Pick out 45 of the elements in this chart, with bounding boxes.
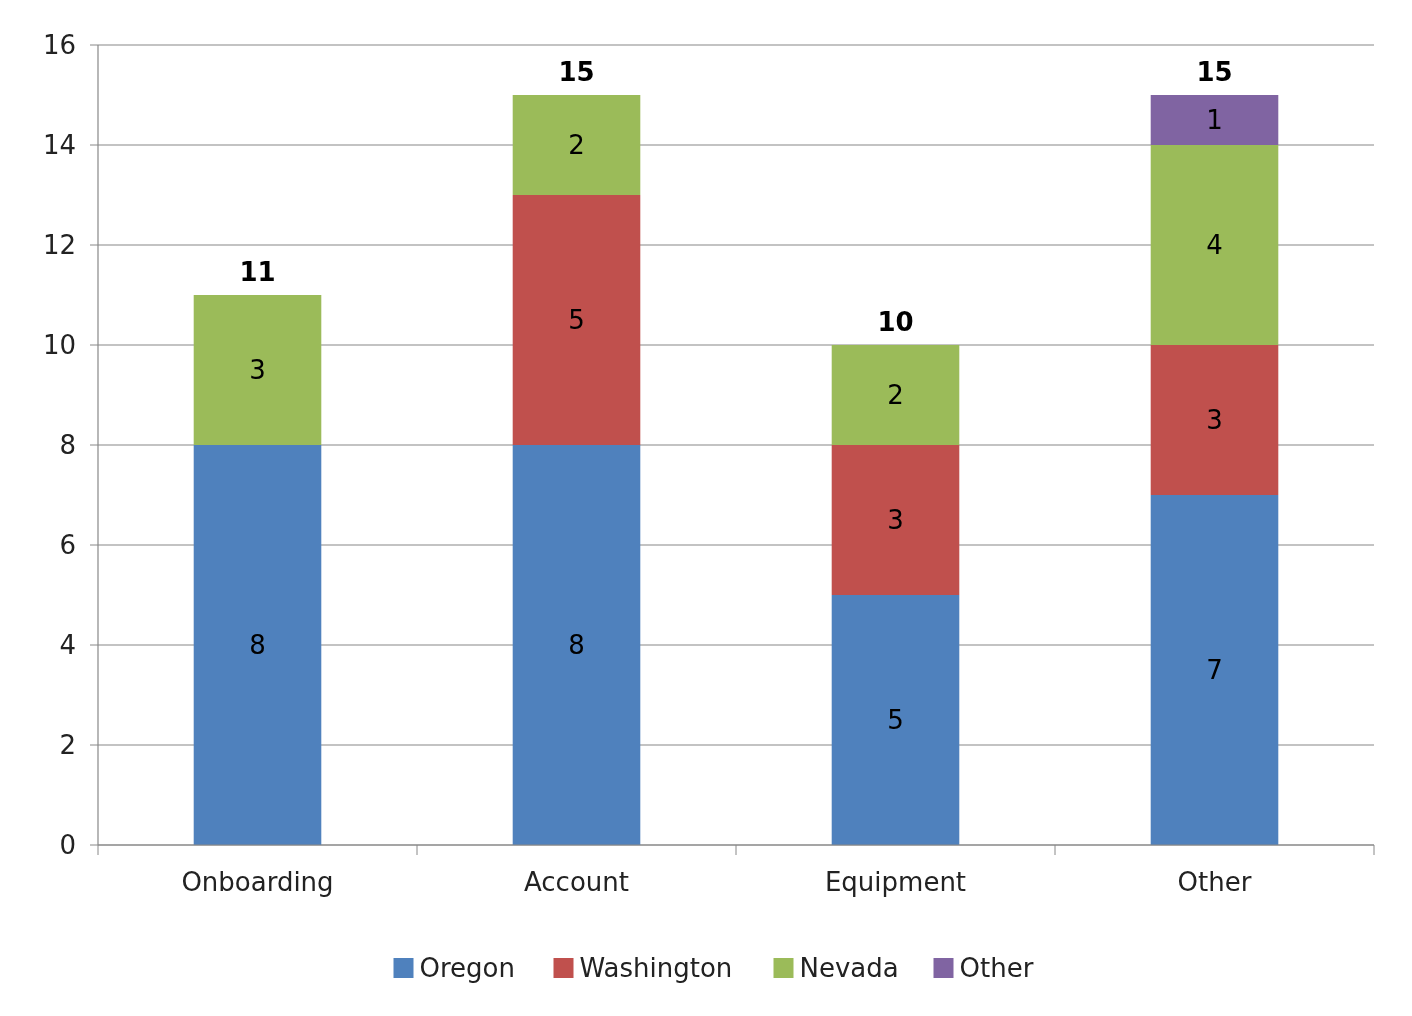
bar [831,445,960,595]
bar [193,295,322,445]
data-label: 1 [1206,105,1223,135]
total-label: 11 [239,257,276,287]
data-label: 3 [249,355,266,385]
y-tick-label: 16 [42,30,76,60]
bar [512,95,641,195]
total-label: 10 [877,307,914,337]
y-tick-label: 6 [59,530,76,560]
x-tick-label: Other [1177,867,1252,897]
bar [512,195,641,445]
y-tick-label: 4 [59,630,76,660]
bar [1150,345,1279,495]
data-label: 3 [887,505,904,535]
legend-label: Nevada [799,953,899,983]
legend-label: Washington [579,953,733,983]
bar [1150,95,1279,145]
y-tick-label: 12 [42,230,76,260]
y-tick-label: 2 [59,730,76,760]
x-tick-label: Equipment [824,867,967,897]
bar [831,345,960,445]
y-tick-label: 0 [59,830,76,860]
y-tick-label: 14 [42,130,76,160]
total-label: 15 [1196,57,1233,87]
x-tick-label: Onboarding [181,867,334,897]
data-label: 8 [568,630,585,660]
bar [1150,145,1279,345]
bar [1150,495,1279,845]
data-label: 8 [249,630,266,660]
bar [831,595,960,845]
bar [512,445,641,845]
data-label: 5 [887,705,904,735]
y-tick-label: 10 [42,330,76,360]
legend-label: Oregon [419,953,515,983]
data-label: 2 [887,380,904,410]
data-label: 4 [1206,230,1223,260]
total-label: 15 [558,57,595,87]
y-tick-label: 8 [59,430,76,460]
data-label: 5 [568,305,585,335]
data-label: 2 [568,130,585,160]
x-tick-label: Account [524,867,629,897]
bar [193,445,322,845]
legend-label: Other [959,953,1034,983]
data-label: 7 [1206,655,1223,685]
data-label: 3 [1206,405,1223,435]
